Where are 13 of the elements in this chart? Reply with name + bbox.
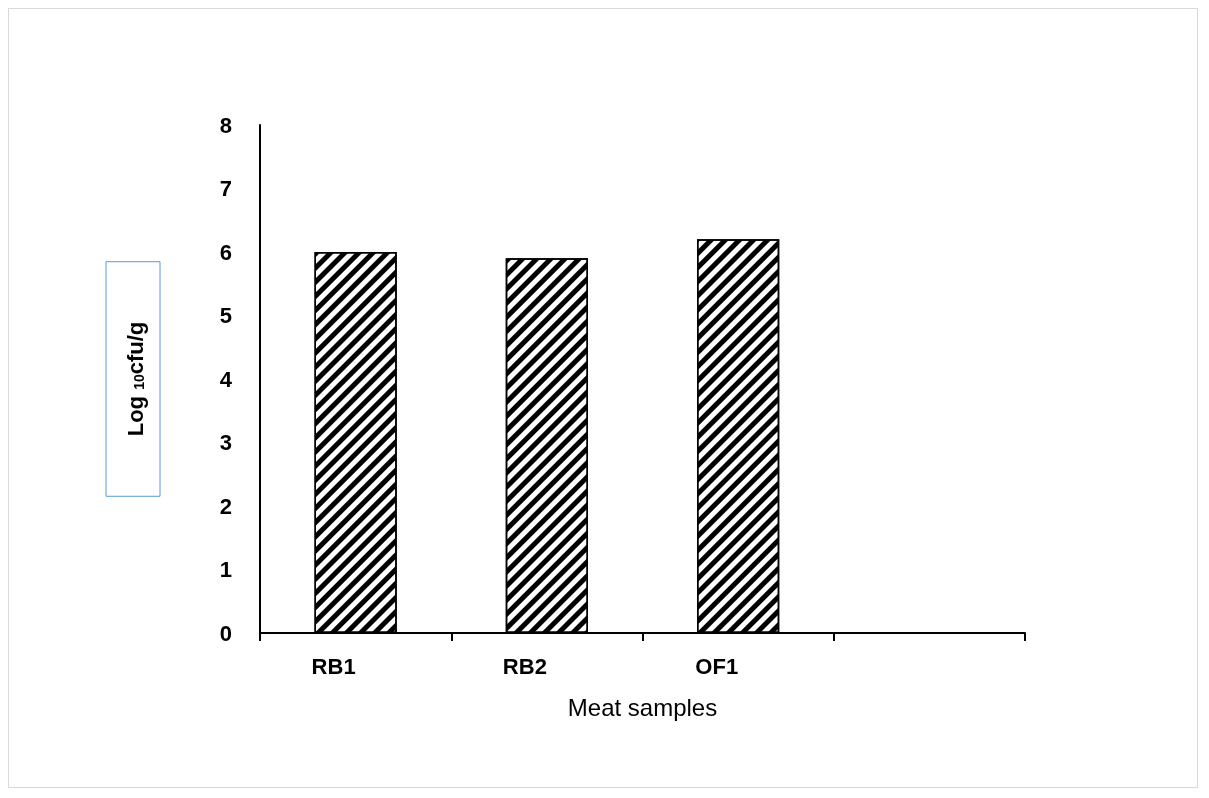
x-tick-label: RB2 <box>502 653 547 679</box>
y-tick-label: 7 <box>219 176 232 201</box>
y-tick-label: 3 <box>219 430 232 455</box>
y-tick-label: 0 <box>219 620 232 646</box>
y-tick-label: 1 <box>219 557 232 582</box>
x-tick-label: RB1 <box>311 653 356 679</box>
y-tick-label: 8 <box>219 112 232 138</box>
y-tick-label: 6 <box>219 239 232 265</box>
y-tick-label: 2 <box>219 493 232 519</box>
x-tick-label: OF1 <box>695 653 739 679</box>
x-axis-title: Meat samples <box>567 693 718 721</box>
y-tick-label: 5 <box>219 303 232 328</box>
y-tick-label: 4 <box>219 366 233 392</box>
